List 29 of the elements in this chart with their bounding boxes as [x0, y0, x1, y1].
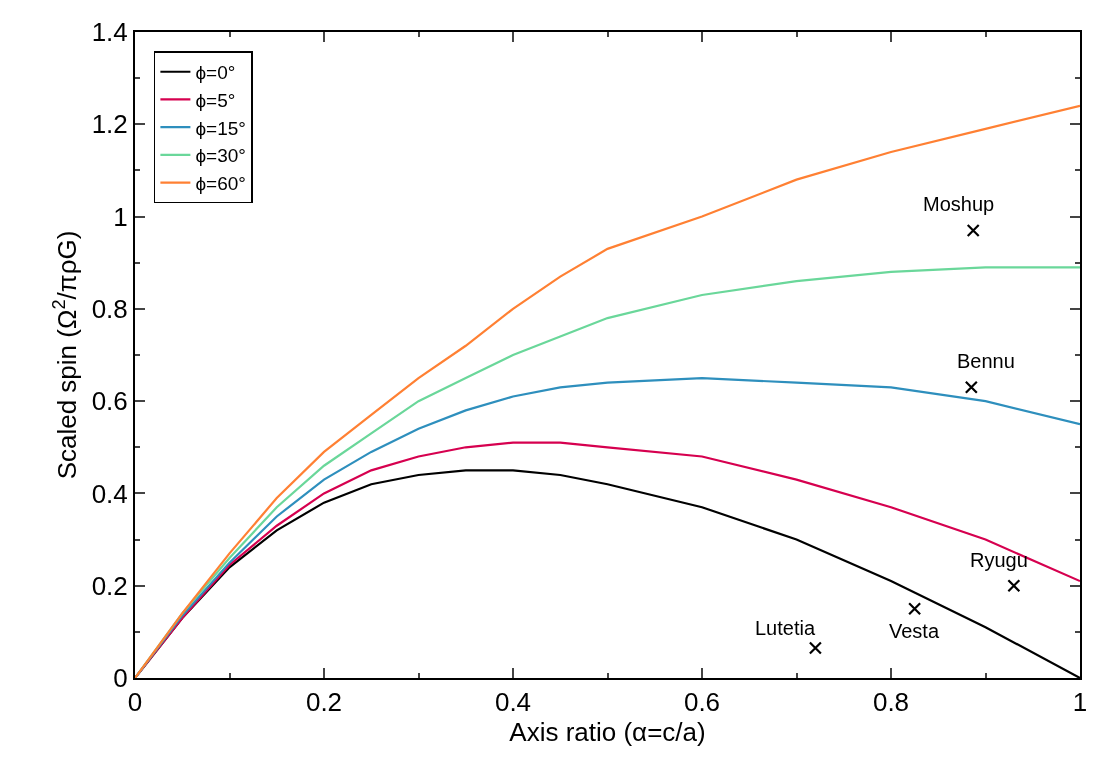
annotation: Bennu [957, 350, 1015, 372]
x-tick-label: 1 [1072, 687, 1088, 718]
y-tick-label: 1.2 [91, 109, 128, 140]
point [966, 223, 980, 238]
x-tick-label: 0.2 [305, 687, 343, 718]
y-tick-label: 0.4 [91, 478, 128, 509]
point [964, 380, 978, 394]
annotation: Moshup [923, 193, 995, 215]
y-tick-label: 1.4 [91, 17, 128, 48]
y-tick-label: 0 [113, 663, 128, 694]
y-tick-label: 0.8 [91, 293, 128, 324]
legend-label: ϕ=15° [195, 117, 246, 139]
point [908, 602, 922, 616]
x-tick-label: 0.8 [872, 687, 910, 718]
point [1007, 579, 1021, 593]
y-tick-label: 0.6 [91, 386, 128, 417]
annotation: Vesta [889, 620, 940, 642]
legend-label: ϕ=0° [195, 62, 236, 84]
y-tick-label: 1 [113, 201, 128, 232]
annotation: Lutetia [755, 617, 816, 639]
legend-label: ϕ=5° [195, 89, 236, 111]
legend-label: ϕ=30° [195, 145, 246, 167]
legend-label: ϕ=60° [195, 172, 246, 194]
annotation: Ryugu [970, 549, 1028, 571]
point [808, 641, 822, 655]
x-tick-label: 0.6 [683, 687, 721, 718]
y-tick-label: 0.2 [91, 570, 128, 601]
x-axis-title: Axis ratio (α=c/a) [509, 717, 706, 748]
x-tick-label: 0.4 [494, 687, 532, 718]
